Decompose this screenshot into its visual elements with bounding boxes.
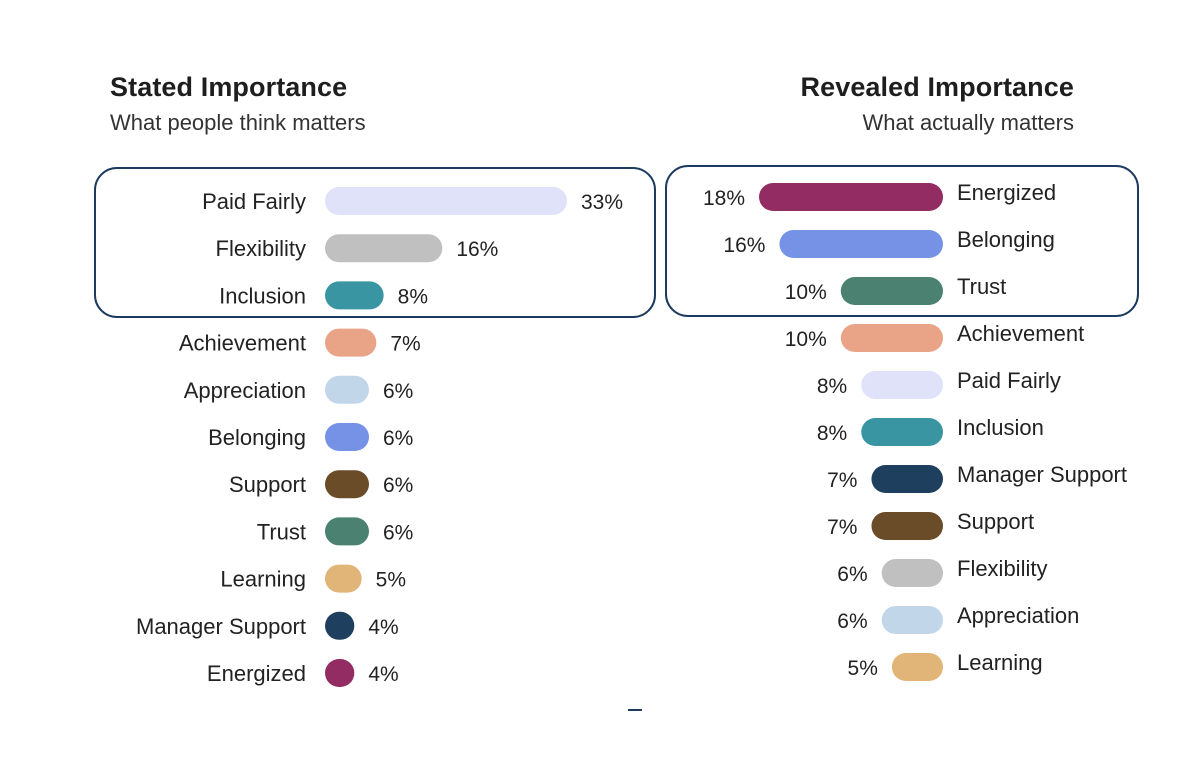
revealed-importance-panel: 18% Energized 16% Belonging 10% Trust 10% Achie…: [665, 165, 1139, 681]
revealed-bar-energized: [759, 183, 943, 211]
stated-label-manager-support: Manager Support: [136, 614, 306, 639]
stated-value-appreciation: 6%: [383, 380, 413, 403]
stated-bar-support: [325, 470, 369, 499]
stated-value-belonging: 6%: [383, 427, 413, 450]
revealed-label-manager-support: Manager Support: [957, 462, 1127, 487]
stated-highlight-box: [94, 167, 656, 318]
revealed-bar-support: [871, 512, 943, 540]
stated-label-appreciation: Appreciation: [184, 378, 306, 403]
revealed-value-energized: 18%: [703, 187, 745, 210]
stated-label-trust: Trust: [257, 519, 306, 544]
revealed-label-energized: Energized: [957, 180, 1056, 205]
stated-value-energized: 4%: [368, 663, 398, 686]
revealed-bar-flexibility: [881, 559, 943, 587]
revealed-label-achievement: Achievement: [957, 321, 1084, 346]
stated-bar-energized: [325, 659, 355, 687]
revealed-label-belonging: Belonging: [957, 227, 1055, 252]
revealed-bar-belonging: [779, 230, 943, 258]
stated-label-paid-fairly: Paid Fairly: [202, 189, 306, 214]
revealed-value-trust: 10%: [785, 281, 827, 304]
stated-subtitle: What people think matters: [110, 110, 366, 135]
stated-value-inclusion: 8%: [398, 285, 428, 308]
revealed-label-trust: Trust: [957, 274, 1006, 299]
stated-bar-achievement: [325, 328, 377, 357]
revealed-value-flexibility: 6%: [837, 563, 867, 586]
revealed-bar-appreciation: [881, 606, 943, 634]
revealed-value-paid-fairly: 8%: [817, 375, 847, 398]
stated-bar-trust: [325, 517, 369, 546]
stated-label-inclusion: Inclusion: [219, 283, 306, 308]
stated-label-flexibility: Flexibility: [216, 236, 306, 261]
revealed-bar-paid-fairly: [861, 371, 943, 399]
stated-bar-appreciation: [325, 375, 369, 404]
revealed-value-learning: 5%: [848, 657, 878, 680]
stated-title: Stated Importance: [110, 72, 348, 102]
revealed-label-flexibility: Flexibility: [957, 556, 1047, 581]
revealed-bar-trust: [840, 277, 943, 305]
stated-label-learning: Learning: [220, 567, 306, 592]
revealed-title: Revealed Importance: [800, 72, 1074, 102]
revealed-label-learning: Learning: [957, 650, 1043, 675]
stated-value-paid-fairly: 33%: [581, 191, 623, 214]
stated-bar-inclusion: [325, 281, 384, 310]
stated-label-achievement: Achievement: [179, 331, 306, 356]
revealed-value-manager-support: 7%: [827, 469, 857, 492]
stated-bar-flexibility: [325, 234, 443, 263]
stated-value-learning: 5%: [376, 569, 406, 592]
revealed-label-appreciation: Appreciation: [957, 603, 1079, 628]
revealed-label-paid-fairly: Paid Fairly: [957, 368, 1061, 393]
revealed-value-support: 7%: [827, 516, 857, 539]
revealed-bar-manager-support: [871, 465, 943, 493]
stated-bar-learning: [325, 564, 362, 593]
revealed-subtitle: What actually matters: [862, 110, 1074, 135]
revealed-value-achievement: 10%: [785, 328, 827, 351]
revealed-bar-inclusion: [861, 418, 943, 446]
stated-bar-belonging: [325, 423, 369, 451]
revealed-bar-learning: [891, 653, 943, 681]
stated-label-support: Support: [229, 472, 306, 497]
stated-importance-panel: Paid Fairly 33% Flexibility 16% Inclusion 8% A…: [94, 167, 656, 687]
stated-value-manager-support: 4%: [368, 616, 398, 639]
revealed-label-support: Support: [957, 509, 1034, 534]
stated-bar-paid-fairly: [325, 187, 567, 215]
stated-bar-manager-support: [325, 611, 355, 640]
stated-label-energized: Energized: [207, 661, 306, 686]
revealed-value-inclusion: 8%: [817, 422, 847, 445]
revealed-value-belonging: 16%: [723, 234, 765, 257]
stated-value-flexibility: 16%: [456, 238, 498, 261]
revealed-label-inclusion: Inclusion: [957, 415, 1044, 440]
revealed-highlight-box: [665, 165, 1139, 317]
stated-value-achievement: 7%: [390, 333, 420, 356]
revealed-bar-achievement: [840, 324, 943, 352]
stated-value-support: 6%: [383, 474, 413, 497]
stated-label-belonging: Belonging: [208, 425, 306, 450]
stated-value-trust: 6%: [383, 521, 413, 544]
revealed-value-appreciation: 6%: [837, 610, 867, 633]
